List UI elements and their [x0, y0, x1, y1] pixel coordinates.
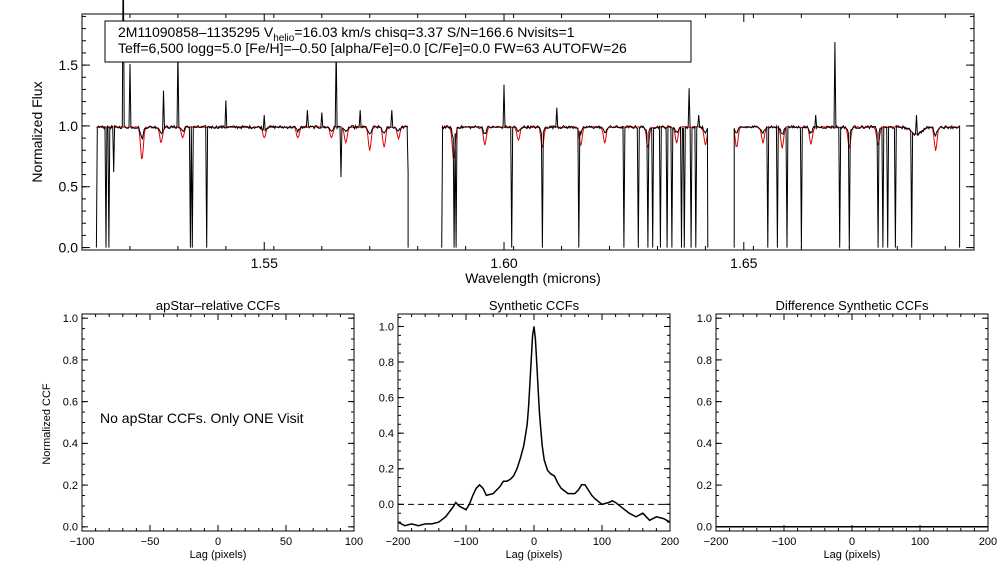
- spectrum-xlabel: Wavelength (microns): [465, 270, 601, 286]
- apstar-ccf-axes: −100 −50 0 50 100 0.0 0.2 0.4 0.6 0.8 1.0: [63, 313, 363, 548]
- x-tick-label: 1.60: [490, 255, 517, 271]
- y-tick-label: 0.6: [697, 396, 712, 408]
- synthetic-ccf-axes: −200 −100 0 100 200 0.0 0.2 0.4 0.6 0.8 1.0: [379, 314, 679, 548]
- x-tick-label: −100: [70, 536, 95, 548]
- observed-spectrum: [441, 84, 709, 248]
- y-tick-label: 0.6: [63, 396, 78, 408]
- apstar-ccf-xlabel: Lag (pixels): [190, 549, 247, 561]
- ccf-series: [397, 326, 671, 527]
- synthetic-ccf-frame: [397, 313, 671, 532]
- difference-ccf-frame: [715, 313, 989, 532]
- y-tick-label: 0.4: [379, 428, 394, 440]
- synthetic-ccf-title: Synthetic CCFs: [489, 298, 580, 313]
- x-tick-label: 100: [911, 536, 929, 548]
- x-tick-label: 50: [280, 536, 292, 548]
- y-tick-label: 0.2: [697, 480, 712, 492]
- y-tick-label: 1.0: [697, 313, 712, 325]
- y-tick-label: 0.0: [63, 522, 78, 534]
- spectrum-axes: 1.55 1.60 1.65 0.0 0.5 1.0 1.5: [59, 14, 974, 271]
- x-tick-label: 200: [979, 536, 997, 548]
- y-tick-label: 1.5: [59, 57, 79, 73]
- synthetic-ccf-xlabel: Lag (pixels): [506, 549, 563, 561]
- y-tick-label: 0.8: [697, 355, 712, 367]
- y-tick-label: 0.8: [379, 357, 394, 369]
- x-tick-label: −200: [704, 536, 729, 548]
- x-tick-label: 200: [661, 536, 679, 548]
- y-tick-label: 0.5: [59, 179, 79, 195]
- model-spectrum: [733, 125, 960, 151]
- x-tick-label: −100: [772, 536, 797, 548]
- apstar-ccf-title: apStar–relative CCFs: [156, 298, 281, 313]
- y-tick-label: 0.0: [697, 522, 712, 534]
- apstar-ccf-panel: −100 −50 0 50 100 0.0 0.2 0.4 0.6 0.8 1.0 apStar–r…: [41, 298, 363, 561]
- y-tick-label: 1.0: [59, 118, 79, 134]
- x-tick-label: −50: [141, 536, 160, 548]
- observed-spectrum: [95, 0, 409, 248]
- synthetic-ccf-data: [397, 326, 671, 527]
- observed-spectrum: [733, 41, 961, 248]
- annotation-line2: Teff=6,500 logg=5.0 [Fe/H]=–0.50 [alpha/…: [118, 40, 627, 56]
- y-tick-label: 0.8: [63, 355, 78, 367]
- model-spectrum: [96, 125, 409, 160]
- spectrum-frame: [81, 13, 975, 251]
- y-tick-label: 0.0: [59, 239, 79, 255]
- x-tick-label: 0: [849, 536, 855, 548]
- model-spectrum: [441, 125, 708, 159]
- x-tick-label: 100: [345, 536, 363, 548]
- apstar-ccf-ylabel: Normalized CCF: [41, 383, 53, 465]
- annotation-line1-pre: 2M11090858–1135295 V: [118, 24, 274, 40]
- spectrum-data: [95, 0, 961, 248]
- annotation-box: [104, 20, 692, 63]
- difference-ccf-axes: −200 −100 0 100 200 0.0 0.2 0.4 0.6 0.8 1.0: [697, 313, 997, 548]
- spectrum-ylabel: Normalized Flux: [29, 81, 45, 182]
- x-tick-label: −100: [454, 536, 479, 548]
- y-tick-label: 0.6: [379, 392, 394, 404]
- x-tick-label: 100: [593, 536, 611, 548]
- x-tick-label: 1.65: [730, 255, 757, 271]
- synthetic-ccf-panel: −200 −100 0 100 200 0.0 0.2 0.4 0.6 0.8 1.0 Synthe…: [379, 298, 679, 561]
- annotation-line1: 2M11090858–1135295 Vhelio=16.03 km/s chi…: [118, 24, 575, 44]
- y-tick-label: 0.2: [379, 464, 394, 476]
- annotation-line1-post: =16.03 km/s chisq=3.37 S/N=166.6 Nvisits…: [294, 24, 574, 40]
- difference-ccf-panel: −200 −100 0 100 200 0.0 0.2 0.4 0.6 0.8 1.0 Differ…: [697, 298, 997, 561]
- apstar-ccf-message: No apStar CCFs. Only ONE Visit: [100, 410, 304, 426]
- y-tick-label: 1.0: [63, 313, 78, 325]
- y-tick-label: 0.4: [697, 438, 712, 450]
- spectrum-panel: 1.55 1.60 1.65 0.0 0.5 1.0 1.5 Wavelength (mic…: [29, 0, 975, 286]
- x-tick-label: 0: [215, 536, 221, 548]
- y-tick-label: 0.2: [63, 480, 78, 492]
- difference-ccf-xlabel: Lag (pixels): [824, 549, 881, 561]
- y-tick-label: 0.0: [379, 499, 394, 511]
- y-tick-label: 0.4: [63, 438, 78, 450]
- x-tick-label: 0: [531, 536, 537, 548]
- annotation-line1-sub: helio: [273, 33, 295, 44]
- y-tick-label: 1.0: [379, 321, 394, 333]
- difference-ccf-title: Difference Synthetic CCFs: [776, 298, 929, 313]
- x-tick-label: 1.55: [251, 255, 278, 271]
- spectrum-annotation: 2M11090858–1135295 Vhelio=16.03 km/s chi…: [104, 20, 692, 63]
- x-tick-label: −200: [386, 536, 411, 548]
